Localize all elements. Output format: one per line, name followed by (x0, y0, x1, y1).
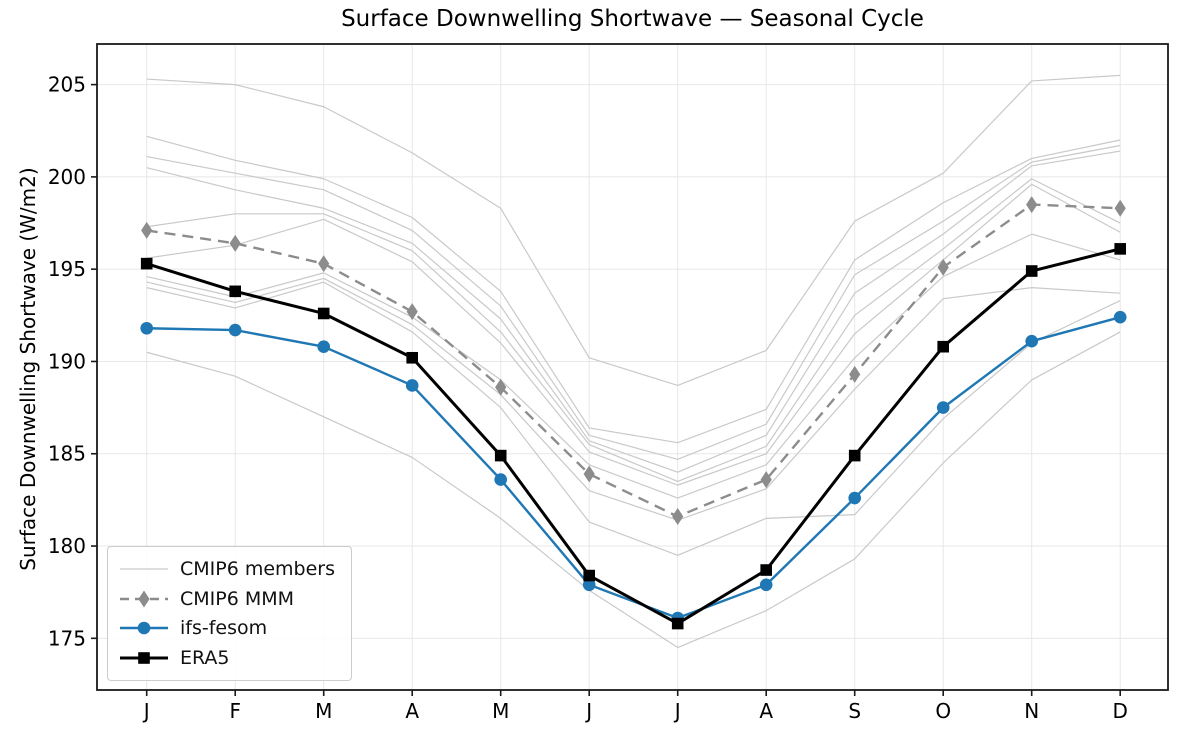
chart-title: Surface Downwelling Shortwave — Seasonal… (341, 6, 924, 32)
legend-label: CMIP6 members (180, 557, 336, 580)
legend-item-era5: ERA5 (118, 643, 335, 673)
axes-spines (96, 43, 1169, 691)
legend-item-cmip6-members: CMIP6 members (118, 554, 335, 584)
svg-text:J: J (142, 699, 150, 723)
svg-text:F: F (229, 699, 241, 723)
series-cmip6-members (146, 74, 1121, 649)
legend-item-cmip6-mmm: CMIP6 MMM (118, 584, 335, 614)
series-cmip6-mmm (141, 196, 1126, 526)
svg-text:195: 195 (48, 257, 86, 281)
svg-text:M: M (492, 699, 509, 723)
svg-text:O: O (935, 699, 951, 723)
svg-text:185: 185 (48, 442, 86, 466)
legend-label: CMIP6 MMM (180, 587, 295, 610)
svg-text:A: A (759, 699, 773, 723)
svg-text:180: 180 (48, 534, 86, 558)
svg-text:175: 175 (48, 626, 86, 650)
svg-text:M: M (315, 699, 332, 723)
svg-text:S: S (848, 699, 861, 723)
legend-item-ifs-fesom: ifs-fesom (118, 614, 335, 644)
legend-sample-circle-icon (120, 622, 168, 635)
svg-text:J: J (584, 699, 592, 723)
svg-text:N: N (1024, 699, 1039, 723)
svg-text:200: 200 (48, 165, 86, 189)
svg-text:190: 190 (48, 349, 86, 373)
legend-sample-square-icon (120, 652, 168, 664)
svg-text:205: 205 (48, 73, 86, 97)
series-ifs-fesom (140, 310, 1127, 625)
legend: CMIP6 members CMIP6 MMM ifs-fesom ERA5 (107, 546, 353, 681)
svg-text:A: A (405, 699, 419, 723)
legend-label: ERA5 (180, 647, 230, 670)
tick-labels: 175 180 185 190 195 200 205 J F M A M J J A S O N D (48, 73, 1128, 723)
svg-text:D: D (1112, 699, 1127, 723)
legend-label: ifs-fesom (180, 617, 268, 640)
svg-text:J: J (673, 699, 681, 723)
legend-sample-dashed-diamond-icon (120, 590, 168, 608)
legend-sample-line-icon (120, 568, 168, 570)
series-era5 (140, 243, 1126, 630)
